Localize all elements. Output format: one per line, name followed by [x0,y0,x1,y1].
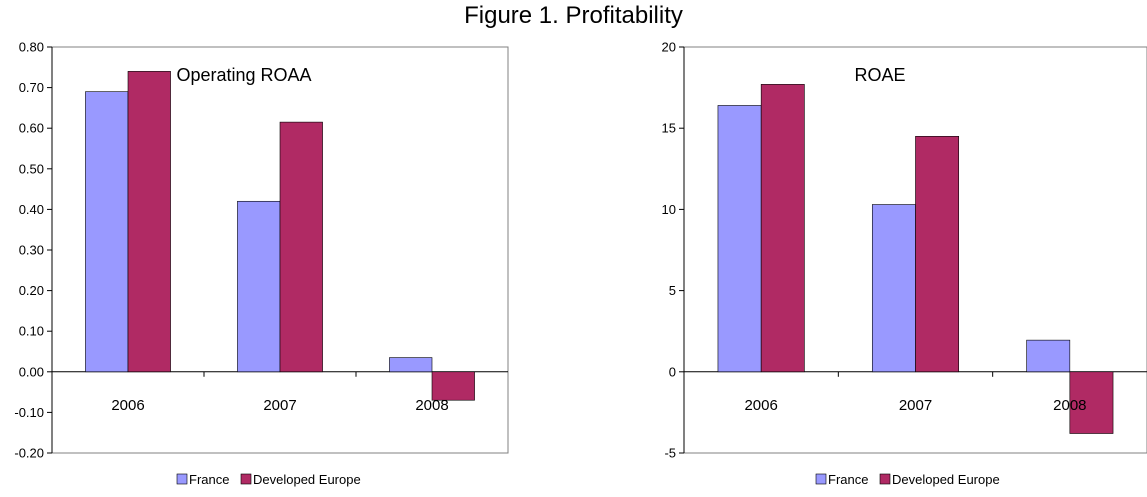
y-tick-label: 0.60 [19,121,44,136]
legend-label: Developed Europe [892,472,1000,487]
chart-title: Operating ROAA [176,65,311,85]
bar-france [871,204,916,373]
bar-france [237,200,281,373]
y-tick-label: 0.80 [19,40,44,55]
chart-roae: 20 15 10 5 0 -5 2006 2007 2008 ROAE France Develope… [662,40,1147,487]
legend-swatch [815,473,827,485]
bar-developed-europe [760,84,805,373]
x-category-label: 2007 [263,397,296,414]
x-category-label: 2007 [899,397,932,414]
y-tick-label: 0.50 [19,161,44,176]
y-tick-label: -0.10 [14,405,44,420]
y-tick-label: 0.00 [19,364,44,379]
y-tick-label: 0.10 [19,324,44,339]
chart-title: ROAE [854,65,905,85]
y-tick-label: -0.20 [14,446,44,461]
bar-developed-europe [1069,371,1114,434]
bar-france [389,357,433,373]
chart-operating-roaa: 0.80 0.70 0.60 0.50 0.40 0.30 0.20 0.10 0.00 -0.1… [14,40,509,487]
y-tick-label: 15 [662,121,676,136]
y-tick-label: 0 [669,364,676,379]
y-tick-label: 0.70 [19,80,44,95]
bar-france [717,105,762,373]
legend-label: France [189,472,229,487]
y-tick-label: 0.20 [19,283,44,298]
bar-developed-europe [127,71,171,373]
y-tick-label: 0.30 [19,243,44,258]
x-category-label: 2006 [111,397,144,414]
legend-swatch [879,473,891,485]
legend-label: France [828,472,868,487]
y-tick-label: 10 [662,202,676,217]
bar-developed-europe [431,371,475,401]
bar-developed-europe [915,136,960,373]
figure-title: Figure 1. Profitability [464,2,683,29]
x-category-label: 2008 [415,397,448,414]
legend-swatch [176,473,188,485]
legend-label: Developed Europe [253,472,361,487]
y-tick-label: -5 [664,446,676,461]
bar-france [1026,339,1071,373]
y-tick-label: 20 [662,40,676,55]
legend-swatch [240,473,252,485]
y-tick-label: 5 [669,283,676,298]
x-category-label: 2006 [744,397,777,414]
y-tick-label: 0.40 [19,202,44,217]
bar-france [85,91,129,373]
bar-developed-europe [279,121,323,373]
x-category-label: 2008 [1053,397,1086,414]
